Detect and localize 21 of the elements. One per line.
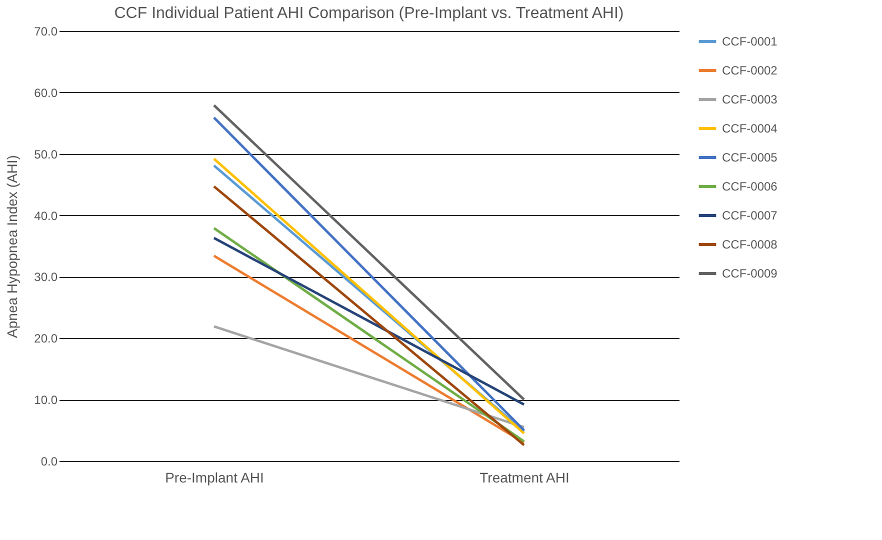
- legend-label: CCF-0004: [722, 122, 778, 136]
- chart-title: CCF Individual Patient AHI Comparison (Pre-Implant vs. Treatment AHI): [114, 5, 624, 22]
- legend-label: CCF-0001: [722, 34, 778, 48]
- y-tick-label: 0.0: [40, 454, 58, 468]
- legend-label: CCF-0002: [722, 64, 778, 78]
- x-tick-label: Pre-Implant AHI: [165, 470, 264, 486]
- legend-label: CCF-0007: [722, 208, 778, 222]
- y-tick-label: 70.0: [34, 24, 58, 38]
- legend-label: CCF-0006: [722, 180, 778, 194]
- y-tick-label: 10.0: [34, 393, 58, 408]
- y-tick-label: 60.0: [34, 86, 58, 100]
- legend-label: CCF-0003: [722, 92, 778, 106]
- x-tick-label: Treatment AHI: [480, 470, 570, 486]
- y-tick-label: 30.0: [34, 270, 58, 284]
- legend-label: CCF-0005: [722, 150, 778, 164]
- y-tick-label: 50.0: [34, 147, 58, 162]
- y-tick-label: 20.0: [34, 332, 58, 346]
- legend-label: CCF-0008: [722, 238, 778, 252]
- y-tick-label: 40.0: [34, 208, 58, 223]
- y-axis-title: Apnea Hypopnea Index (AHI): [4, 155, 20, 338]
- legend-label: CCF-0009: [722, 266, 778, 280]
